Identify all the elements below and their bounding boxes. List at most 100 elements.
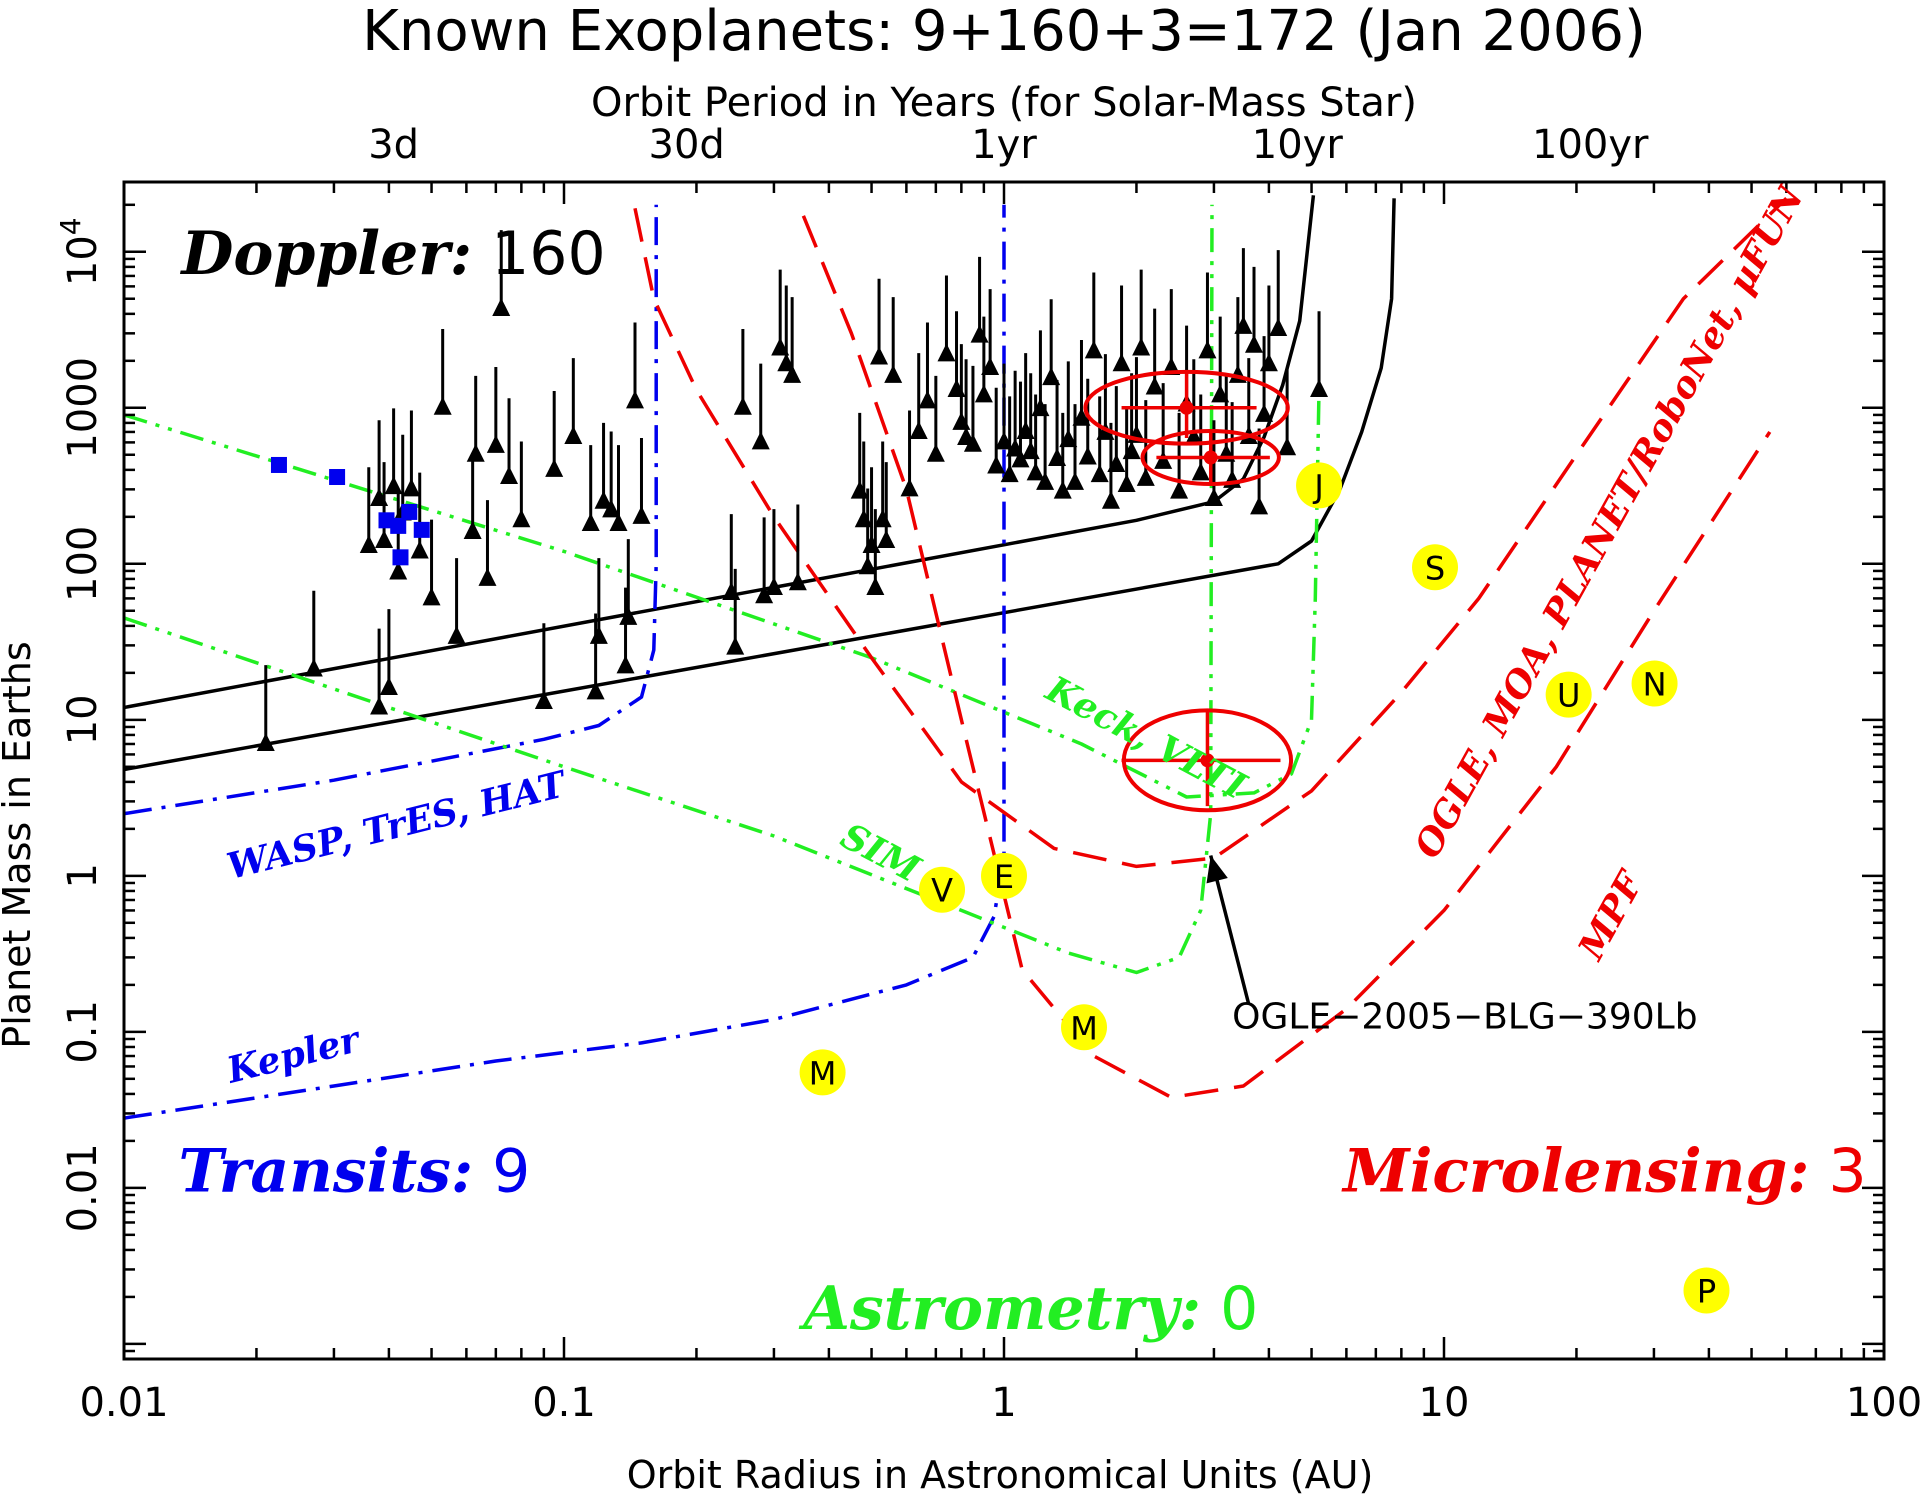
- doppler-planet-point: [1154, 450, 1173, 469]
- x-tick-label: 100: [1846, 1380, 1922, 1426]
- solar-system-marker: [1061, 1004, 1108, 1051]
- doppler-planet-point: [486, 434, 505, 453]
- doppler-planet-point: [370, 696, 389, 715]
- doppler-planet-point: [545, 458, 564, 477]
- doppler-planet-point: [963, 433, 982, 452]
- doppler-planet-point: [564, 425, 583, 444]
- doppler-planet-point: [478, 567, 497, 586]
- doppler-planet-point: [433, 396, 452, 415]
- method-label: Astrometry: 0: [798, 1274, 1258, 1344]
- doppler-planet-point: [609, 512, 628, 531]
- doppler-planet-point: [1310, 379, 1329, 398]
- doppler-planet-point: [1101, 490, 1120, 509]
- doppler-planet-point: [466, 443, 485, 462]
- doppler-planet-point: [884, 364, 903, 383]
- solar-system-label: U: [1557, 677, 1580, 715]
- doppler-planet-point: [1117, 473, 1136, 492]
- doppler-planet-point: [1234, 315, 1253, 334]
- transit-planet-point: [329, 469, 346, 486]
- solar-system-label: N: [1643, 665, 1667, 703]
- doppler-planet-point: [1078, 446, 1097, 465]
- doppler-planet-point: [877, 529, 896, 548]
- doppler-planet-point: [1031, 398, 1050, 417]
- solar-system-marker: [1296, 462, 1343, 509]
- doppler-planet-point: [1136, 467, 1155, 486]
- doppler-planet-point: [512, 509, 531, 528]
- doppler-planet-point: [1250, 496, 1269, 515]
- doppler-planet-point: [764, 576, 783, 595]
- y-tick-label: 0.01: [60, 1143, 106, 1232]
- solar-system-label: M: [809, 1054, 837, 1092]
- doppler-planet-point: [1132, 337, 1151, 356]
- y-tick-label: 104: [54, 217, 106, 286]
- top-axis-label: Orbit Period in Years (for Solar-Mass St…: [591, 80, 1417, 126]
- doppler-planet-point: [375, 529, 394, 548]
- x-tick-label: 0.1: [532, 1380, 596, 1426]
- doppler-planet-point: [751, 431, 770, 450]
- solar-system-marker: [1412, 544, 1459, 591]
- doppler-planet-point: [974, 384, 993, 403]
- doppler-planet-point: [581, 512, 600, 531]
- y-tick-label: 1: [60, 863, 106, 888]
- solar-system-label: E: [994, 858, 1014, 896]
- doppler-planet-point: [858, 556, 877, 575]
- doppler-planet-point: [854, 509, 873, 528]
- method-name: Astrometry:: [798, 1274, 1201, 1344]
- curve-doppler_future: [124, 198, 1396, 772]
- curve-label: Keck, VLTI: [1038, 667, 1253, 808]
- doppler-planet-point: [1072, 407, 1091, 426]
- doppler-planet-point: [632, 505, 651, 524]
- solar-system-label: P: [1697, 1272, 1716, 1310]
- method-count: 160: [472, 219, 606, 289]
- doppler-planet-point: [918, 390, 937, 409]
- doppler-planet-point: [447, 625, 466, 644]
- solar-system-label: V: [931, 872, 953, 910]
- curve-keck: [124, 389, 1321, 799]
- y-tick-label: 10: [60, 694, 106, 745]
- solar-system-label: S: [1425, 549, 1445, 587]
- curve-label: MPF: [1569, 863, 1653, 968]
- doppler-planet-point: [862, 535, 881, 554]
- doppler-planet-point: [1026, 462, 1045, 481]
- doppler-planet-point: [755, 585, 774, 604]
- doppler-planet-point: [500, 466, 519, 485]
- top-tick-label: 3d: [368, 122, 419, 168]
- doppler-planet-point: [1245, 334, 1264, 353]
- doppler-planet-point: [1112, 353, 1131, 372]
- doppler-planet-point: [1084, 340, 1103, 359]
- solar-system-label: J: [1312, 467, 1323, 505]
- doppler-planet-point: [492, 297, 511, 316]
- doppler-planet-point: [771, 337, 790, 356]
- doppler-planet-point: [970, 324, 989, 343]
- curve-ogle: [633, 197, 1788, 869]
- doppler-planet-point: [1000, 464, 1019, 483]
- doppler-planet-point: [410, 540, 429, 559]
- doppler-planet-point: [602, 499, 621, 518]
- doppler-planet-point: [909, 420, 928, 439]
- doppler-planet-point: [1259, 353, 1278, 372]
- doppler-planet-point: [589, 625, 608, 644]
- curve-label: WASP, TrES, HAT: [223, 763, 572, 888]
- solar-system-label: M: [1070, 1009, 1098, 1047]
- curve-label: OGLE, MOA, PLANET/RoboNet, µFUN: [1406, 177, 1813, 865]
- method-label: Microlensing: 3: [1341, 1136, 1867, 1206]
- doppler-planet-point: [1066, 471, 1085, 490]
- solar-system-marker: [799, 1049, 846, 1096]
- doppler-planet-point: [866, 576, 885, 595]
- doppler-planet-point: [1053, 480, 1072, 499]
- x-axis-label: Orbit Radius in Astronomical Units (AU): [627, 1453, 1374, 1497]
- doppler-planet-point: [1198, 340, 1217, 359]
- curve-sim: [124, 204, 1214, 975]
- plot-frame: [122, 180, 1886, 1361]
- doppler-planet-point: [987, 455, 1006, 474]
- curve-wasp: [124, 204, 658, 816]
- doppler-planet-point: [626, 390, 645, 409]
- doppler-planet-point: [1278, 437, 1297, 456]
- method-name: Microlensing:: [1341, 1136, 1809, 1206]
- x-tick-label: 1: [991, 1380, 1016, 1426]
- transit-planet-point: [401, 503, 418, 520]
- doppler-planet-point: [1059, 429, 1078, 448]
- y-tick-label: 100: [60, 526, 106, 602]
- y-tick-label: 0.1: [60, 1000, 106, 1064]
